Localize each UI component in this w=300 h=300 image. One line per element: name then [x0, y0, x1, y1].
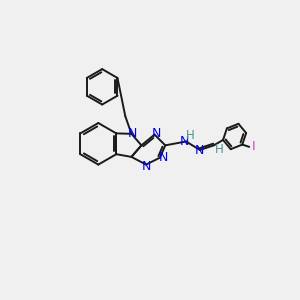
Text: H: H [186, 129, 194, 142]
Text: I: I [251, 140, 255, 153]
Text: N: N [158, 151, 168, 164]
Text: H: H [215, 143, 224, 156]
Text: N: N [152, 127, 161, 140]
Text: N: N [180, 135, 189, 148]
Text: N: N [128, 127, 137, 140]
Text: N: N [142, 160, 152, 173]
Text: N: N [194, 144, 204, 157]
